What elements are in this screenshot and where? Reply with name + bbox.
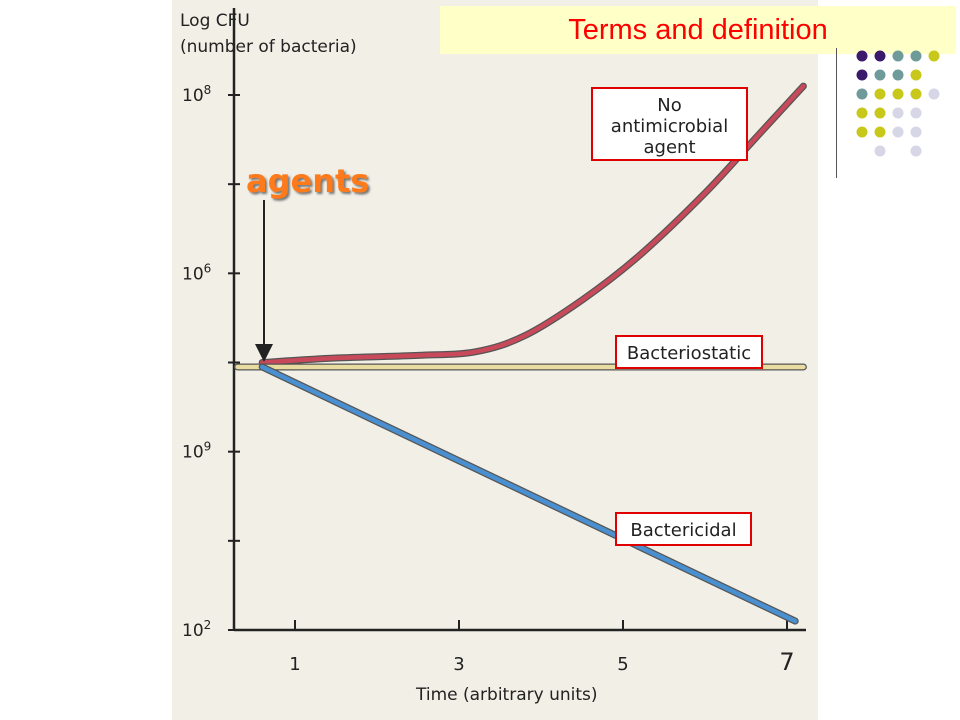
y-tick-label: 108 [182, 83, 211, 106]
no-agent-curve [259, 83, 806, 365]
decor-dot [874, 107, 886, 119]
pointer-arrow [255, 200, 273, 362]
decor-dot [892, 50, 904, 62]
y-tick-label: 102 [182, 618, 211, 641]
label-no-antimicrobial-agent-text: agent [644, 137, 696, 158]
decor-dot [856, 50, 868, 62]
agents-label: agents [246, 162, 370, 200]
x-tick-label: 7 [779, 648, 794, 676]
decor-dot [910, 126, 922, 138]
x-axis-label: Time (arbitrary units) [415, 685, 598, 705]
decor-dot [910, 69, 922, 81]
slide-title-box: Terms and definition [440, 6, 956, 54]
decor-dot [856, 107, 868, 119]
bactericidal-line [259, 364, 798, 624]
decor-dot [892, 69, 904, 81]
decor-dot [874, 126, 886, 138]
y-axis-label-line2: (number of bacteria) [180, 37, 357, 57]
decor-dot [910, 50, 922, 62]
decor-dot [874, 88, 886, 100]
x-tick-label: 3 [453, 654, 464, 675]
axes [232, 8, 806, 632]
decorative-divider [836, 48, 837, 178]
label-no-antimicrobial-agent-text: antimicrobial [611, 116, 728, 137]
pointer-arrow-head [255, 344, 273, 362]
decor-dot [874, 50, 886, 62]
decor-dot [910, 145, 922, 157]
y-tick-label: 106 [182, 261, 211, 284]
label-no-antimicrobial-agent-box [591, 87, 748, 161]
decor-dot [856, 69, 868, 81]
y-tick-label: 109 [182, 440, 211, 463]
decor-dot [892, 107, 904, 119]
slide-title: Terms and definition [568, 13, 828, 46]
decorative-dot-grid [856, 50, 940, 157]
label-no-antimicrobial-agent-text: No [657, 95, 681, 116]
decor-dot [928, 88, 940, 100]
decor-dot [910, 107, 922, 119]
y-axis-label-line1: Log CFU [180, 11, 250, 31]
decor-dot [856, 88, 868, 100]
label-bactericidal-text: Bactericidal [630, 520, 736, 541]
decor-dot [892, 88, 904, 100]
decor-dot [892, 126, 904, 138]
label-bacteriostatic-box [615, 335, 763, 369]
decor-dot [874, 69, 886, 81]
ticks: 1 3 5 7 102 109 106 108 [182, 83, 795, 676]
decor-dot [928, 50, 940, 62]
x-tick-label: 5 [617, 654, 628, 675]
label-bacteriostatic-text: Bacteriostatic [627, 343, 751, 364]
label-bactericidal-box [615, 512, 752, 546]
decor-dot [874, 145, 886, 157]
decor-dot [910, 88, 922, 100]
x-tick-label: 1 [289, 654, 300, 675]
decor-dot [856, 126, 868, 138]
